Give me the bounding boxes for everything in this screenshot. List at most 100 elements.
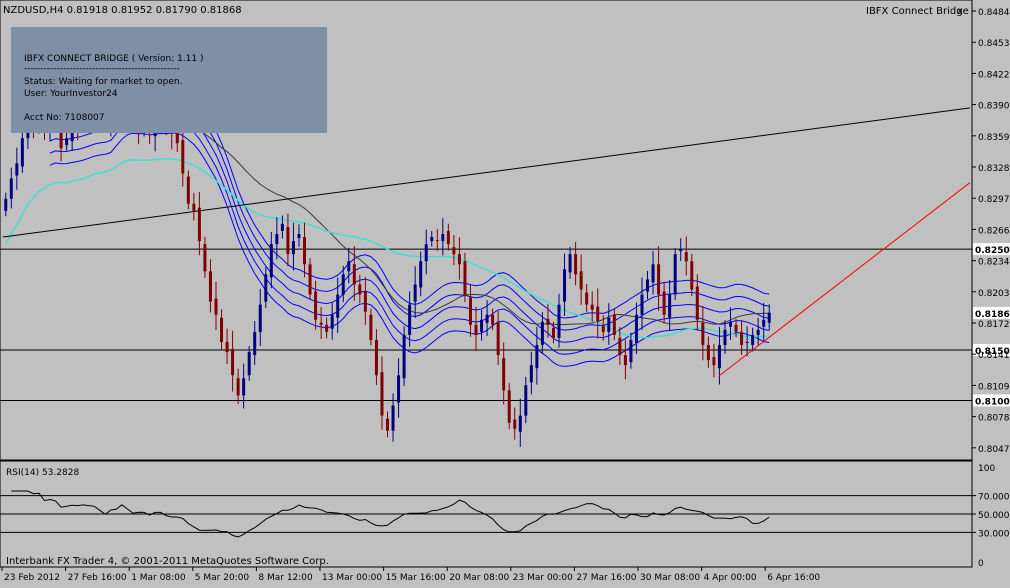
trendlines[interactable] [2,107,971,377]
candle[interactable] [745,326,749,357]
candle[interactable] [723,320,727,354]
candle[interactable] [529,351,533,395]
candle[interactable] [706,336,710,368]
candle[interactable] [280,215,284,239]
candle[interactable] [203,236,207,278]
candle[interactable] [480,310,484,341]
candle[interactable] [208,259,212,313]
candle[interactable] [513,407,517,440]
candle[interactable] [546,304,550,338]
candle[interactable] [397,358,401,418]
candle[interactable] [740,320,744,355]
candle[interactable] [297,224,301,247]
candle[interactable] [15,147,19,190]
candle[interactable] [684,236,688,276]
candle[interactable] [590,291,594,322]
candle[interactable] [236,368,240,405]
candle[interactable] [557,293,561,348]
candle[interactable] [540,312,544,354]
candle[interactable] [269,231,273,289]
candle[interactable] [408,291,412,347]
trendline-up[interactable] [718,182,971,377]
candle[interactable] [651,250,655,295]
candle[interactable] [756,317,760,346]
candle[interactable] [607,303,611,345]
candle[interactable] [657,246,661,311]
candle[interactable] [347,247,351,284]
candle[interactable] [336,277,340,334]
candle[interactable] [402,326,406,386]
candle[interactable] [275,217,279,260]
candle[interactable] [325,317,329,339]
candle[interactable] [463,252,467,303]
candle[interactable] [640,277,644,330]
trendline-long[interactable] [2,107,971,238]
candle[interactable] [441,218,445,256]
candle[interactable] [186,170,190,210]
candle[interactable] [612,308,616,341]
candle[interactable] [303,222,307,278]
candle[interactable] [247,345,251,381]
candle[interactable] [712,343,716,378]
candle[interactable] [646,270,650,300]
candle[interactable] [524,376,528,424]
candle[interactable] [701,305,705,361]
candle[interactable] [596,288,600,339]
candle[interactable] [231,330,235,392]
candle[interactable] [491,308,495,331]
close-icon[interactable]: x [957,6,963,17]
candle[interactable] [695,274,699,331]
candle[interactable] [601,315,605,341]
candle[interactable] [485,300,489,336]
candle[interactable] [474,306,478,352]
candle[interactable] [413,266,417,318]
candle[interactable] [574,242,578,286]
candle[interactable] [751,327,755,352]
candle[interactable] [673,248,677,300]
candle[interactable] [358,274,362,304]
candle[interactable] [668,280,672,331]
candle[interactable] [363,276,367,325]
candle[interactable] [563,253,567,316]
candle[interactable] [551,321,555,344]
candle[interactable] [369,308,373,346]
candle[interactable] [430,230,434,247]
candle[interactable] [308,258,312,300]
candle[interactable] [518,398,522,448]
candle[interactable] [717,326,721,385]
candle[interactable] [242,363,246,409]
candle[interactable] [468,284,472,337]
candle[interactable] [424,229,428,275]
candle[interactable] [446,223,450,251]
candle[interactable] [762,302,766,343]
candle[interactable] [330,302,334,340]
candle[interactable] [225,328,229,365]
candle[interactable] [4,192,8,217]
candle[interactable] [535,326,539,385]
candle[interactable] [197,192,201,256]
candle[interactable] [192,192,196,221]
candle[interactable] [386,411,389,438]
candle[interactable] [20,130,24,173]
candle[interactable] [214,281,218,330]
candle[interactable] [507,383,511,430]
candle[interactable] [181,125,185,187]
candle[interactable] [9,167,13,209]
candle[interactable] [286,213,290,267]
candle[interactable] [729,307,733,340]
candle[interactable] [341,265,345,303]
candles[interactable] [4,34,771,448]
candle[interactable] [391,393,395,442]
candle[interactable] [623,339,627,380]
candle[interactable] [419,251,423,297]
candle[interactable] [452,235,456,266]
candle[interactable] [457,237,461,280]
candle[interactable] [264,267,268,309]
candle[interactable] [380,356,384,430]
candle[interactable] [629,332,633,369]
candle[interactable] [253,320,257,365]
candle[interactable] [690,253,694,297]
candle[interactable] [220,309,224,350]
